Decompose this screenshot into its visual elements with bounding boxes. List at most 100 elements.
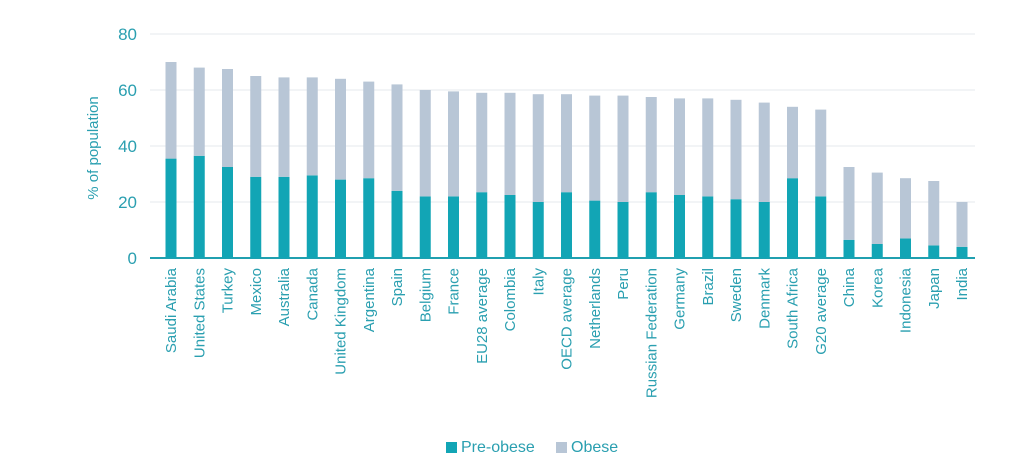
legend: Pre-obese Obese <box>446 439 618 456</box>
bar-pre-obese <box>589 200 601 258</box>
x-tick-label: OECD average <box>559 268 576 370</box>
bar-obese <box>165 62 177 159</box>
bar-pre-obese <box>787 178 798 258</box>
bar-obese <box>193 67 205 156</box>
bar-obese <box>222 69 233 167</box>
bar-pre-obese <box>871 244 883 258</box>
legend-label-pre-obese: Pre-obese <box>461 439 535 456</box>
bar-pre-obese <box>250 176 262 258</box>
legend-swatch-obese <box>556 442 567 453</box>
x-tick-label: EU28 average <box>474 268 491 364</box>
bar-obese <box>843 167 855 240</box>
x-tick-label: India <box>954 267 971 300</box>
bar-obese <box>702 98 714 197</box>
bar-pre-obese <box>815 196 827 258</box>
x-tick-label: Spain <box>389 268 406 306</box>
x-tick-label: Belgium <box>417 268 434 322</box>
bar-obese <box>674 98 685 195</box>
x-tick-label: South Africa <box>785 267 802 349</box>
y-tick-label: 40 <box>118 137 137 156</box>
x-tick-label: Canada <box>304 267 321 320</box>
x-tick-label: Turkey <box>220 268 237 314</box>
bar-obese <box>758 102 770 202</box>
bar-pre-obese <box>165 158 177 258</box>
y-tick-label: 80 <box>118 25 137 44</box>
x-axis: Saudi Arabia United States Turkey Mexico Aus… <box>163 267 971 398</box>
bar-obese <box>391 84 403 191</box>
bar-obese <box>815 109 827 197</box>
y-axis: 0 20 40 60 80 <box>118 25 137 268</box>
x-tick-label: Netherlands <box>587 268 604 349</box>
legend-swatch-pre-obese <box>446 442 457 453</box>
bar-obese <box>250 76 262 177</box>
x-tick-label: Saudi Arabia <box>163 267 180 353</box>
bar-obese <box>532 94 544 202</box>
bar-obese <box>504 92 516 195</box>
bar-pre-obese <box>843 239 855 258</box>
bar-pre-obese <box>504 195 516 258</box>
x-tick-label: Sweden <box>728 268 745 322</box>
x-tick-label: Argentina <box>361 267 378 332</box>
bar-pre-obese <box>617 202 629 258</box>
bar-obese <box>419 90 431 197</box>
bar-pre-obese <box>561 192 572 258</box>
bar-pre-obese <box>335 179 346 258</box>
bar-obese <box>306 77 318 176</box>
x-tick-label: Colombia <box>502 267 519 331</box>
bar-pre-obese <box>278 176 290 258</box>
y-axis-label: % of population <box>85 96 102 199</box>
bar-pre-obese <box>758 202 770 258</box>
x-tick-label: United States <box>191 268 208 358</box>
x-tick-label: Brazil <box>700 268 717 306</box>
x-tick-label: Australia <box>276 267 293 326</box>
x-tick-label: Korea <box>869 267 886 308</box>
bar-obese <box>278 77 290 177</box>
x-tick-label: China <box>841 267 858 307</box>
bar-obese <box>476 92 488 193</box>
x-tick-label: France <box>446 268 463 315</box>
bar-pre-obese <box>730 199 742 258</box>
bar-obese <box>871 172 883 244</box>
bar-pre-obese <box>391 190 403 258</box>
bar-pre-obese <box>222 167 233 258</box>
bar-obese <box>956 202 968 247</box>
bar-pre-obese <box>419 196 431 258</box>
bar-pre-obese <box>928 245 940 258</box>
bar-pre-obese <box>674 195 685 258</box>
y-tick-label: 0 <box>128 249 137 268</box>
bar-pre-obese <box>193 155 205 258</box>
x-tick-label: Peru <box>615 268 632 300</box>
x-tick-label: Germany <box>672 268 689 330</box>
x-tick-label: Indonesia <box>898 267 915 333</box>
y-tick-label: 20 <box>118 193 137 212</box>
x-tick-label: Italy <box>530 268 547 296</box>
bar-pre-obese <box>448 196 459 258</box>
bar-pre-obese <box>476 192 488 258</box>
bar-pre-obese <box>956 246 968 258</box>
bar-obese <box>589 95 601 201</box>
x-tick-label: Russian Federation <box>643 268 660 398</box>
bar-pre-obese <box>900 238 911 258</box>
bar-obese <box>617 95 629 202</box>
x-tick-label: G20 average <box>813 268 830 355</box>
x-tick-label: Mexico <box>248 268 265 316</box>
bar-obese <box>363 81 375 179</box>
bar-pre-obese <box>645 192 657 258</box>
bar-pre-obese <box>702 196 714 258</box>
bar-obese <box>561 94 572 193</box>
bar-obese <box>335 78 346 180</box>
bar-obese <box>787 106 798 179</box>
legend-label-obese: Obese <box>571 439 618 456</box>
bar-pre-obese <box>363 178 375 258</box>
bar-pre-obese <box>306 175 318 258</box>
bar-obese <box>730 99 742 200</box>
x-tick-label: Japan <box>926 268 943 309</box>
y-tick-label: 60 <box>118 81 137 100</box>
bar-obese <box>900 178 911 239</box>
bar-obese <box>928 181 940 246</box>
bars <box>165 62 968 258</box>
x-tick-label: Denmark <box>756 268 773 329</box>
bar-pre-obese <box>532 202 544 258</box>
x-tick-label: United Kingdom <box>333 268 350 375</box>
